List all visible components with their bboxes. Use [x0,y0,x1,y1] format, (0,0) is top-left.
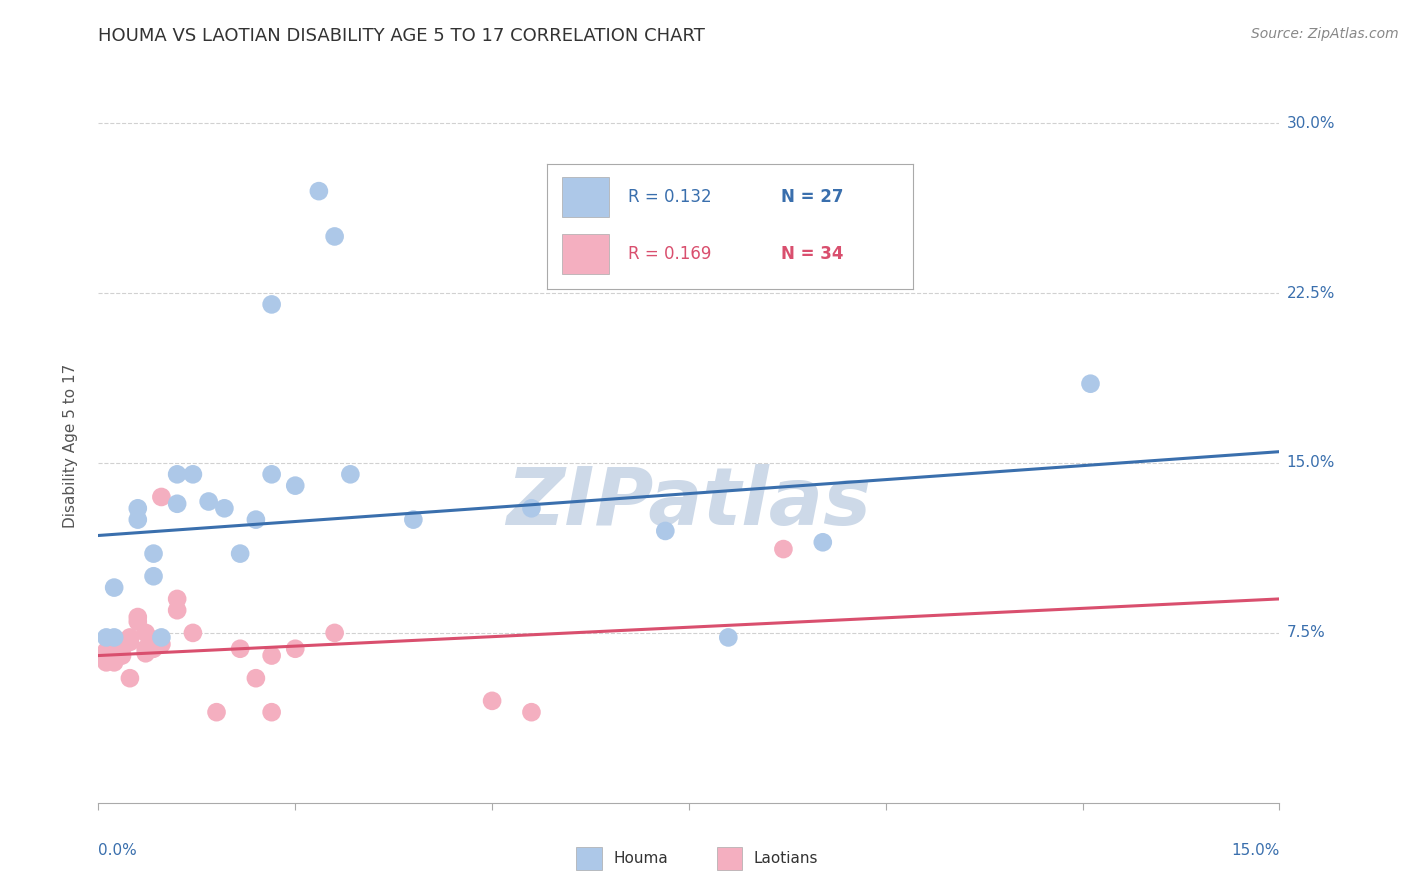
Point [260,705,283,719]
Point [284,641,307,656]
Text: ZIPatlas: ZIPatlas [506,464,872,542]
Text: R = 0.169: R = 0.169 [627,245,711,263]
Text: Source: ZipAtlas.com: Source: ZipAtlas.com [1251,27,1399,41]
Text: HOUMA VS LAOTIAN DISABILITY AGE 5 TO 17 CORRELATION CHART: HOUMA VS LAOTIAN DISABILITY AGE 5 TO 17 … [98,27,706,45]
Point [284,478,307,492]
Point [308,184,330,198]
Point [118,631,141,645]
Text: Laotians: Laotians [754,852,818,866]
Point [118,671,141,685]
Point [717,631,740,645]
Point [103,650,125,665]
Point [127,513,149,527]
Point [111,637,134,651]
Point [96,648,118,663]
Y-axis label: Disability Age 5 to 17: Disability Age 5 to 17 [63,364,77,528]
Point [1080,376,1102,391]
Point [402,513,425,527]
Text: 15.0%: 15.0% [1286,456,1334,470]
Point [197,494,219,508]
Point [260,467,283,482]
Point [245,671,267,685]
Point [111,648,134,663]
Point [96,631,118,645]
Point [181,626,204,640]
Point [135,646,157,660]
Point [323,626,346,640]
Point [520,501,543,516]
Point [127,615,149,629]
Text: R = 0.132: R = 0.132 [627,187,711,205]
Point [142,641,165,656]
Text: 22.5%: 22.5% [1286,285,1334,301]
Point [118,635,141,649]
Point [481,694,503,708]
Point [150,631,173,645]
Point [96,644,118,658]
Point [811,535,834,549]
Point [229,641,252,656]
Point [245,513,267,527]
Point [166,497,188,511]
Point [127,501,149,516]
Point [142,632,165,647]
Text: 30.0%: 30.0% [1286,116,1334,131]
Text: N = 27: N = 27 [782,187,844,205]
Text: 0.0%: 0.0% [98,843,138,858]
Point [229,547,252,561]
Point [772,542,794,557]
Text: Houma: Houma [613,852,668,866]
Point [103,656,125,670]
Point [654,524,676,538]
Point [260,297,283,311]
Point [111,641,134,656]
Point [166,591,188,606]
Point [142,569,165,583]
Point [135,641,157,656]
Point [339,467,361,482]
Point [181,467,204,482]
Point [520,705,543,719]
Point [103,581,125,595]
Point [103,631,125,645]
Text: 7.5%: 7.5% [1286,625,1326,640]
Point [150,490,173,504]
Point [127,610,149,624]
Point [260,648,283,663]
Point [166,603,188,617]
Point [205,705,228,719]
Point [142,547,165,561]
Text: N = 34: N = 34 [782,245,844,263]
Point [96,656,118,670]
FancyBboxPatch shape [562,234,609,274]
Point [135,626,157,640]
Point [214,501,236,516]
Point [323,229,346,244]
Point [166,467,188,482]
Point [150,637,173,651]
Text: 15.0%: 15.0% [1232,843,1279,858]
Point [103,641,125,656]
FancyBboxPatch shape [562,177,609,217]
